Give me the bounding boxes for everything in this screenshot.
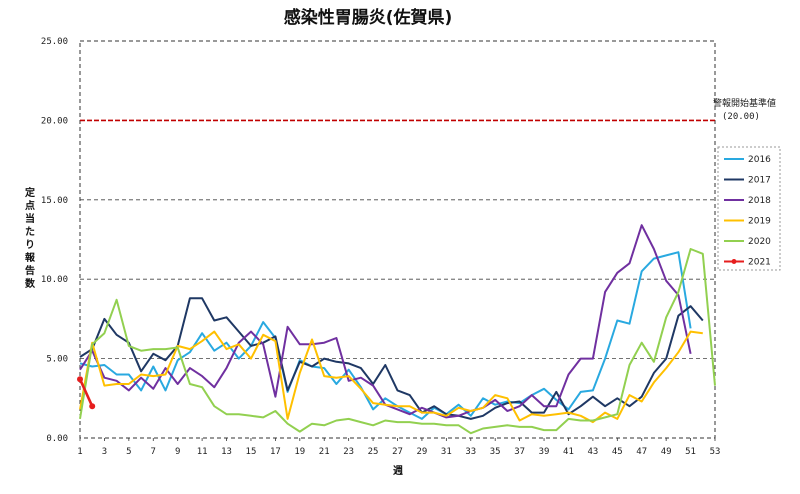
x-tick-label: 53	[710, 447, 721, 457]
x-tick-label: 43	[587, 447, 598, 457]
y-axis-title-char: 点	[25, 199, 35, 212]
threshold: 警報開始基準値 (20.00)	[80, 97, 776, 122]
x-tick-label: 35	[490, 447, 501, 457]
legend: 2016 2017 2018 2019 2020 2021	[717, 146, 781, 271]
grid	[80, 120, 715, 360]
x-tick-label: 39	[539, 447, 550, 457]
series	[77, 224, 716, 435]
series-line-2016	[79, 251, 692, 420]
x-tick-label: 27	[392, 447, 403, 457]
y-tick-label: 20.00	[41, 116, 68, 126]
legend-label-2019: 2019	[748, 217, 771, 227]
y-axis-title-char: 告	[25, 264, 35, 277]
legend-label-2021: 2021	[748, 258, 771, 268]
x-tick-label: 29	[417, 447, 428, 457]
x-tick-label: 13	[221, 447, 232, 457]
legend-marker-2021	[731, 259, 737, 264]
series-line-2017	[79, 297, 704, 420]
legend-label-2020: 2020	[748, 237, 771, 247]
chart-title: 感染性胃腸炎(佐賀県)	[284, 7, 453, 28]
x-tick-label: 11	[197, 447, 208, 457]
x-tick-label: 23	[343, 447, 354, 457]
x-tick-label: 21	[319, 447, 330, 457]
series-line-2018	[79, 224, 692, 419]
x-tick-label: 3	[102, 447, 107, 457]
x-tick-label: 31	[441, 447, 452, 457]
y-tick-label: 15.00	[41, 196, 68, 206]
x-tick-label: 41	[563, 447, 574, 457]
series-line-2019	[79, 330, 703, 424]
y-tick-label: 0.00	[46, 434, 68, 444]
y-axis-title-char: 定	[25, 186, 35, 199]
x-tick-label: 37	[514, 447, 525, 457]
legend-label-2017: 2017	[748, 176, 771, 186]
x-tick-label: 7	[151, 447, 156, 457]
y-axis-title-char: 数	[25, 277, 36, 290]
x-tick-label: 17	[270, 447, 281, 457]
series-line-2020	[79, 248, 716, 435]
threshold-value-label: (20.00)	[722, 112, 760, 122]
x-tick-label: 5	[126, 447, 131, 457]
y-tick-label: 25.00	[41, 37, 68, 47]
y-axis-title-char: た	[25, 226, 35, 238]
x-tick-label: 51	[685, 447, 696, 457]
x-tick-label: 47	[636, 447, 647, 457]
x-tick-label: 49	[661, 447, 672, 457]
legend-box	[717, 146, 781, 271]
series-line-2021	[78, 378, 94, 407]
series-point-2021	[77, 376, 83, 383]
y-tick-label: 5.00	[46, 355, 68, 365]
x-tick-label: 19	[294, 447, 305, 457]
x-axis-title: 週	[393, 465, 403, 477]
x-axis-ticks: 1 3 5 7 9 11 13 15 17 19 21 23 25 27 29 31 33 35 37 39 41 43 4…	[77, 438, 720, 457]
y-axis-ticks: 0.00 5.00 10.00 15.00 20.00 25.00	[41, 37, 68, 444]
threshold-label: 警報開始基準値	[713, 97, 776, 109]
x-tick-label: 1	[77, 447, 82, 457]
y-axis-title-char: 報	[25, 251, 36, 264]
series-point-2021	[89, 403, 96, 410]
legend-label-2016: 2016	[748, 155, 771, 165]
x-tick-label: 25	[368, 447, 379, 457]
x-tick-label: 33	[465, 447, 476, 457]
y-axis-title-char: 当	[25, 212, 35, 225]
y-tick-label: 10.00	[41, 275, 68, 285]
plot-area-border	[79, 40, 716, 439]
legend-label-2018: 2018	[748, 196, 771, 206]
x-tick-label: 9	[175, 447, 180, 457]
y-axis-title-char: り	[25, 239, 35, 251]
x-tick-label: 45	[612, 447, 623, 457]
x-tick-label: 15	[246, 447, 257, 457]
